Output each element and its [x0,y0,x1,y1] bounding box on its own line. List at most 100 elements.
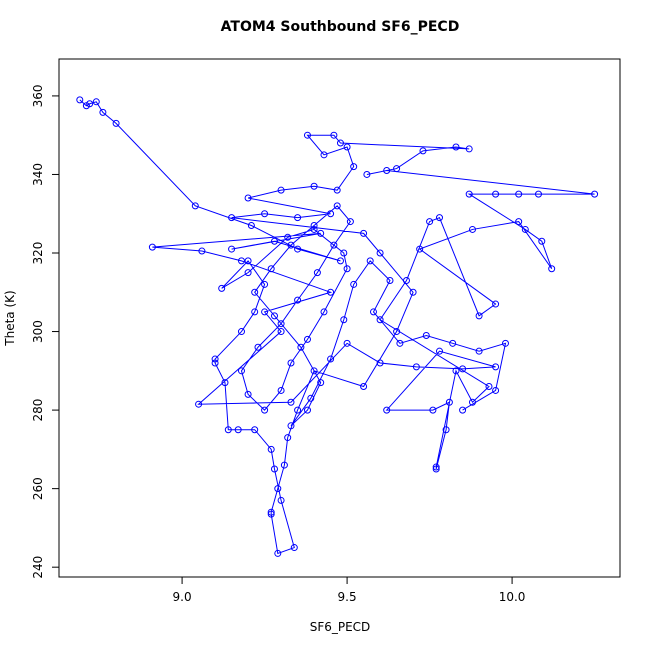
data-point [320,308,328,316]
data-point [419,147,427,155]
data-point [244,390,252,398]
data-point [310,222,318,230]
data-point [402,276,410,284]
data-point [426,218,434,226]
data-point [270,237,278,245]
data-point [86,100,94,108]
data-point [369,308,377,316]
data-point [346,218,354,226]
data-point [284,434,292,442]
data-point [515,190,523,198]
data-point [386,276,394,284]
data-point [442,426,450,434]
y-tick-label: 320 [31,242,45,265]
data-point [333,186,341,194]
x-tick-label: 9.5 [338,590,357,604]
data-point [492,300,500,308]
data-point [294,245,302,253]
data-point [538,237,546,245]
data-point [383,406,391,414]
data-point [515,218,523,226]
data-point [267,265,275,273]
y-tick-label: 340 [31,163,45,186]
data-point [112,119,120,127]
y-axis-label: Theta (K) [3,290,17,346]
data-point [267,508,275,516]
data-point [327,288,335,296]
data-point [492,386,500,394]
data-point [228,214,236,222]
data-point [270,465,278,473]
data-point [277,186,285,194]
data-point [548,265,556,273]
data-point [303,406,311,414]
data-point [261,308,269,316]
data-point [317,229,325,237]
data-point [267,510,275,518]
data-point [336,257,344,265]
data-point [251,288,259,296]
data-point [360,383,368,391]
data-point [198,247,206,255]
data-point [287,422,295,430]
data-point [330,131,338,139]
data-point [350,280,358,288]
data-point [343,339,351,347]
data-point [492,363,500,371]
data-point [317,379,325,387]
chart-title: ATOM4 Southbound SF6_PECD [221,19,460,35]
x-axis-label: SF6_PECD [310,620,371,634]
data-point [297,343,305,351]
data-point [501,339,509,347]
data-point [412,363,420,371]
data-point [333,202,341,210]
data-point [492,190,500,198]
data-point [237,328,245,336]
data-point [99,108,107,116]
data-point [465,145,473,153]
data-point [251,426,259,434]
data-point [224,426,232,434]
data-point [336,139,344,147]
x-tick-label: 9.0 [173,590,192,604]
data-point [485,383,493,391]
data-point [237,257,245,265]
data-point [261,280,269,288]
x-tick-label: 10.0 [499,590,526,604]
data-point [244,269,252,277]
data-point [237,367,245,375]
data-point [432,465,440,473]
data-point [92,98,100,106]
data-point [416,245,424,253]
data-point [340,249,348,257]
data-point [244,257,252,265]
data-point [432,463,440,471]
data-point [307,394,315,402]
data-point [366,257,374,265]
data-point [310,367,318,375]
data-point [218,284,226,292]
data-point [234,426,242,434]
data-point [363,170,371,178]
data-point [376,249,384,257]
data-point [277,328,285,336]
data-point [429,406,437,414]
data-point [459,406,467,414]
data-point [148,243,156,251]
data-line [79,99,595,555]
data-point [327,210,335,218]
data-point [290,544,298,552]
data-point [284,233,292,241]
data-point [393,328,401,336]
data-point [465,190,473,198]
data-point [254,343,262,351]
data-point [221,379,229,387]
data-point [396,339,404,347]
data-point [294,406,302,414]
data-point [452,367,460,375]
data-point [534,190,542,198]
data-point [393,165,401,173]
y-tick-label: 300 [31,320,45,343]
data-point [247,222,255,230]
